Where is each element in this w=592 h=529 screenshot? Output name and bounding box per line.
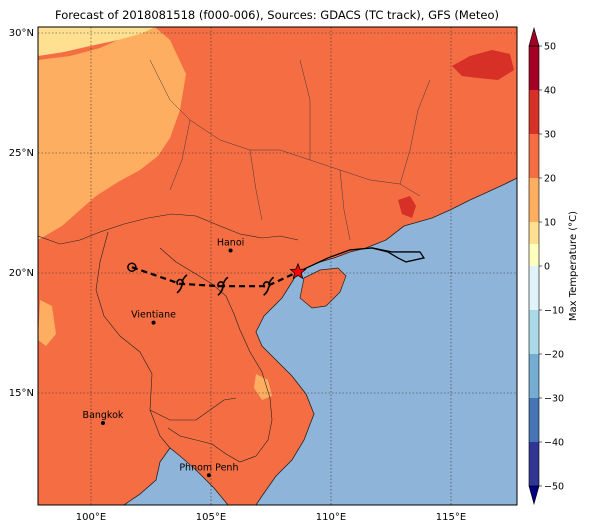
map-panel bbox=[38, 27, 517, 505]
lon-tick-label: 100°E bbox=[76, 512, 106, 523]
colorbar-tick-label: −30 bbox=[544, 394, 564, 405]
lat-tick-labels: 30°N 25°N 20°N 15°N bbox=[9, 28, 34, 399]
colorbar-segment bbox=[529, 178, 539, 222]
colorbar-min-extension bbox=[528, 485, 540, 506]
colorbar-segment bbox=[529, 310, 539, 354]
lat-tick-label: 25°N bbox=[9, 148, 34, 159]
map-frame bbox=[37, 26, 518, 506]
land-hot-coast bbox=[398, 196, 416, 218]
colorbar-segment bbox=[529, 244, 539, 266]
city-label: Bangkok bbox=[83, 410, 124, 421]
land-mild-patch-coast bbox=[254, 374, 272, 400]
province-borders bbox=[149, 59, 431, 241]
lon-tick-labels: 100°E 105°E 110°E 115°E bbox=[76, 512, 466, 523]
colorbar-segment bbox=[529, 222, 539, 244]
city-dot bbox=[206, 473, 211, 478]
city-label: Hanoi bbox=[217, 238, 244, 249]
city-dot bbox=[228, 248, 233, 253]
lat-tick-label: 15°N bbox=[9, 388, 34, 399]
gridlines bbox=[38, 27, 517, 505]
colorbar-tick-label: 0 bbox=[544, 262, 550, 273]
colorbar-tick-label: −20 bbox=[544, 350, 564, 361]
colorbar-tick-label: −10 bbox=[544, 306, 564, 317]
current-position-star bbox=[289, 262, 307, 280]
colorbar-max-extension bbox=[528, 26, 540, 47]
colorbar-tick-label: 10 bbox=[544, 218, 556, 229]
city-label: Phnom Penh bbox=[179, 462, 238, 473]
colorbar-label: Max Temperature (°C) bbox=[568, 211, 579, 321]
colorbar-tick-label: 40 bbox=[544, 86, 556, 97]
track-circle-marker bbox=[127, 262, 137, 272]
colorbar-tick-label: 20 bbox=[544, 174, 556, 185]
past-track-line bbox=[297, 247, 426, 273]
colorbar-segment bbox=[529, 442, 539, 486]
city-markers: Hanoi Vientiane Bangkok Phnom Penh bbox=[83, 238, 244, 478]
lat-tick-label: 30°N bbox=[9, 28, 34, 39]
land-cool-region bbox=[38, 27, 155, 56]
land-hot-region bbox=[452, 50, 514, 80]
colorbar-segment bbox=[529, 288, 539, 310]
colorbar-segment bbox=[529, 398, 539, 442]
colorbar: 50 40 30 20 10 0 −10 −20 −30 −40 −50 bbox=[528, 26, 564, 506]
colorbar-segment bbox=[529, 134, 539, 178]
colorbar-segment bbox=[529, 90, 539, 134]
track-line bbox=[131, 266, 299, 288]
lat-tick-label: 20°N bbox=[9, 268, 34, 279]
figure-title: Forecast of 2018081518 (f000-006), Sourc… bbox=[55, 8, 499, 22]
colorbar-tick-label: −50 bbox=[544, 482, 564, 493]
land-mild-patch-south bbox=[38, 300, 56, 346]
colorbar-tick-label: −40 bbox=[544, 438, 564, 449]
lon-tick-label: 110°E bbox=[316, 512, 346, 523]
cyclone-symbol bbox=[176, 274, 188, 294]
city-dot bbox=[100, 420, 105, 425]
hainan-island bbox=[299, 267, 347, 309]
colorbar-segment bbox=[529, 354, 539, 398]
cyclone-track bbox=[127, 247, 426, 296]
lon-tick-label: 105°E bbox=[196, 512, 226, 523]
colorbar-tick-label: 50 bbox=[544, 42, 556, 53]
cyclone-symbol bbox=[262, 276, 275, 296]
colorbar-tick-label: 30 bbox=[544, 130, 556, 141]
city-dot bbox=[151, 320, 156, 325]
cyclone-symbol bbox=[217, 276, 229, 296]
colorbar-segment bbox=[529, 266, 539, 288]
lon-tick-label: 115°E bbox=[436, 512, 466, 523]
land-mild-region bbox=[38, 27, 186, 240]
colorbar-segment bbox=[529, 46, 539, 90]
country-borders bbox=[38, 213, 299, 463]
city-label: Vientiane bbox=[131, 310, 176, 321]
